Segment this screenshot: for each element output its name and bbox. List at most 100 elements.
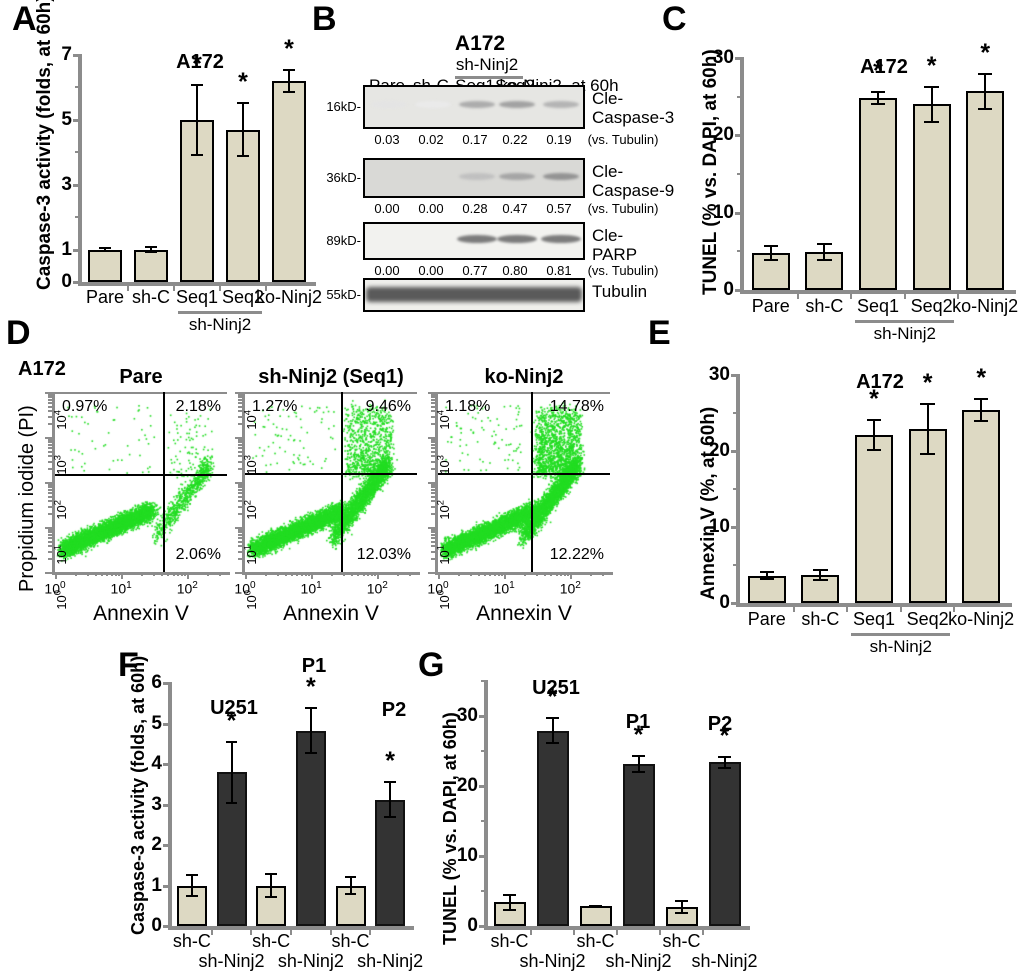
flow-x-tick-minor (184, 572, 187, 576)
error-cap-top (344, 876, 357, 879)
bar-ko-ninj2[interactable] (962, 409, 1001, 603)
blot-quant-value: 0.00 (374, 263, 400, 278)
panel-b-western-blot: A172 sh-Ninj2 Paresh-CSeq1Seq2ko-Ninj2, … (326, 0, 674, 320)
flow-y-tick-label: 102 (52, 500, 69, 520)
y-axis-label: 6 (151, 672, 162, 693)
flow-x-tick-minor (555, 572, 558, 576)
error-cap-bottom (973, 420, 989, 423)
flow-scatter-canvas (245, 394, 417, 574)
flow-y-tick-minor (238, 536, 243, 539)
x-tick (329, 929, 332, 935)
bar-sh-ninj2[interactable] (708, 762, 741, 926)
flow-y-tick-minor (431, 405, 436, 408)
flow-y-tick-label: 102 (242, 500, 259, 520)
blot-band (499, 172, 535, 180)
flow-x-tick-major (55, 572, 57, 579)
flow-x-tick-minor (101, 572, 104, 576)
flow-x-tick-label: 101 (300, 580, 322, 597)
bar-sh-c[interactable] (579, 905, 612, 926)
flow-y-tick-major (235, 482, 243, 484)
flow-plot-title: Pare (119, 366, 163, 388)
flow-x-tick-minor (362, 572, 365, 576)
x-category-label: sh-Ninj2 (198, 951, 265, 971)
blot-quant-value: 0.00 (374, 201, 400, 216)
y-axis-label: 0 (719, 592, 730, 613)
flow-y-tick-minor (48, 491, 53, 494)
error-cap-top (866, 419, 882, 422)
bar-pare[interactable] (88, 249, 122, 282)
flow-y-tick-minor (431, 396, 436, 399)
bar-seq2[interactable] (908, 428, 947, 603)
y-axis-label: 20 (456, 775, 478, 796)
panel-c-plot-area: 0 10 20 30 Pare sh-C * Seq1 * Seq2 * ko-Ninj2 A172 sh… (713, 40, 1018, 343)
blot-quant-value: 0.17 (462, 132, 488, 147)
x-category-label: ko-Ninj2 (255, 287, 323, 307)
blot-band (543, 172, 579, 180)
flow-x-tick-minor (291, 572, 294, 576)
flow-y-tick-minor (238, 495, 243, 498)
x-category-label: sh-C (490, 931, 529, 951)
y-tick (163, 763, 172, 766)
blot-band (497, 235, 537, 244)
y-tick (73, 118, 82, 122)
bar-ko-ninj2[interactable] (272, 80, 306, 282)
quadrant-pct-upper-left: 1.18% (445, 398, 491, 415)
group-bracket-label: sh-Ninj2 (869, 637, 932, 656)
x-category-label: sh-Ninj2 (691, 951, 758, 971)
bar-sh-ninj2[interactable] (375, 799, 406, 926)
blot-kd-marker: 89kD- (326, 233, 361, 248)
error-cap-top (190, 84, 204, 87)
x-tick (659, 929, 661, 935)
flow-y-tick-major (45, 482, 53, 484)
flow-y-tick-minor (238, 529, 243, 532)
y-tick (733, 488, 740, 490)
flow-x-tick-minor (590, 572, 593, 576)
panel-e-annexinv-a172: Annexin V (%, at 60h) 0 10 20 30 Pare sh-C * Se… (650, 320, 1020, 656)
y-tick (737, 173, 744, 175)
flow-y-tick-minor (48, 529, 53, 532)
y-axis-label: 10 (456, 845, 478, 866)
bar-sh-ninj2[interactable] (622, 763, 655, 926)
y-tick (163, 844, 172, 847)
bar-seq1[interactable] (855, 435, 893, 603)
bar-sh-ninj2[interactable] (536, 730, 569, 926)
flow-y-tick-major (235, 392, 243, 394)
error-bar (104, 247, 106, 252)
flow-y-tick-minor (48, 536, 53, 539)
bar-seq2[interactable] (912, 104, 951, 290)
x-category-label: sh-C (131, 287, 171, 307)
flow-y-tick-label: 100 (435, 590, 452, 610)
bar-ko-ninj2[interactable] (966, 91, 1005, 290)
x-category-label: sh-C (172, 931, 211, 951)
error-bar (873, 419, 875, 451)
x-tick (792, 606, 795, 612)
y-tick (733, 564, 740, 566)
flow-x-tick-minor (535, 572, 538, 576)
flow-plot-1 (245, 392, 417, 574)
significance-star: * (926, 51, 937, 80)
error-bar (190, 874, 193, 897)
y-axis-label: 20 (712, 124, 734, 146)
x-tick (957, 293, 960, 299)
flow-y-tick-minor (238, 405, 243, 408)
bar-sh-c[interactable] (134, 249, 168, 282)
flow-y-tick-label: 103 (242, 455, 259, 475)
flow-x-tick-minor (350, 572, 353, 576)
flow-y-tick-major (235, 437, 243, 439)
flow-y-tick-minor (431, 394, 436, 397)
bar-sh-ninj2[interactable] (295, 730, 326, 926)
flow-y-tick-minor (431, 499, 436, 502)
flow-x-tick-minor (284, 572, 287, 576)
flow-x-tick-minor (94, 572, 97, 576)
blot-band (459, 101, 495, 109)
x-tick (173, 285, 175, 291)
y-axis-label: 2 (151, 834, 162, 855)
error-cap-bottom (190, 153, 204, 156)
y-tick (163, 682, 172, 685)
x-tick (846, 606, 849, 612)
flow-y-tick-minor (431, 558, 436, 561)
flow-y-tick-major (428, 527, 436, 529)
bar-seq1[interactable] (859, 98, 897, 290)
flow-y-tick-minor (238, 499, 243, 502)
flow-x-tick-minor (180, 572, 183, 576)
